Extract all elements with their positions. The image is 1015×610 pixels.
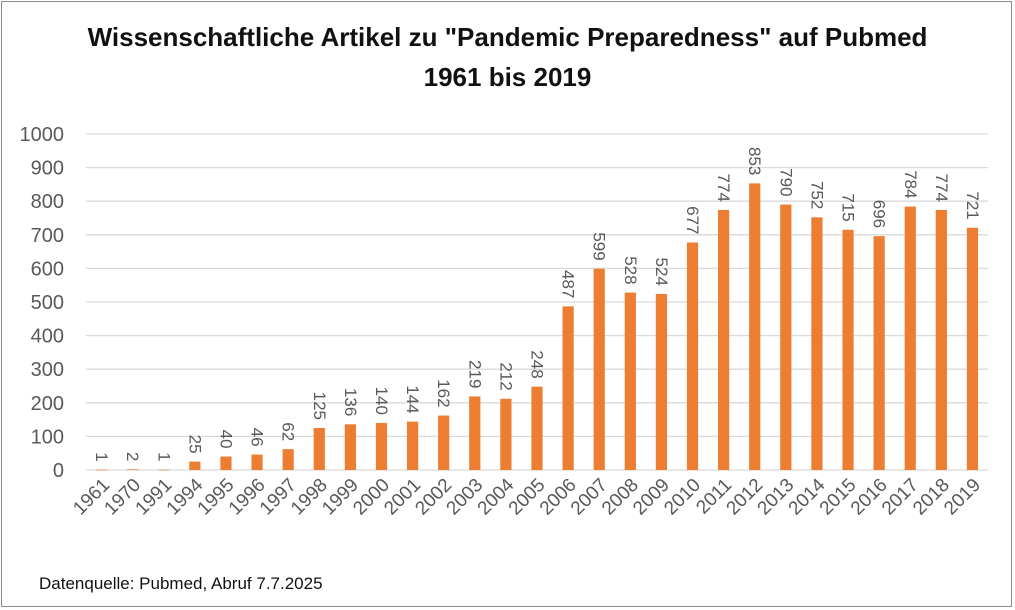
value-label-2016: 696: [870, 200, 889, 228]
value-label-2013: 790: [776, 168, 795, 196]
value-label-2011: 774: [714, 174, 733, 202]
chart-subtitle: 1961 bis 2019: [423, 62, 592, 92]
value-label-2003: 219: [465, 360, 484, 388]
bar-2010: [686, 242, 699, 470]
bar-2016: [873, 236, 885, 470]
bar-2000: [375, 422, 388, 470]
value-label-1996: 46: [248, 428, 267, 447]
data-source-note: Datenquelle: Pubmed, Abruf 7.7.2025: [39, 574, 323, 593]
value-label-1994: 25: [185, 435, 204, 454]
bar-2015: [842, 229, 854, 470]
value-label-1997: 62: [279, 422, 298, 441]
bar-2018: [935, 209, 947, 470]
bar-2012: [749, 183, 761, 470]
value-label-2004: 212: [496, 362, 515, 390]
bar-2009: [655, 293, 668, 470]
bar-1997: [282, 449, 294, 470]
chart-title: Wissenschaftliche Artikel zu "Pandemic P…: [87, 22, 928, 52]
bar-2017: [904, 206, 916, 471]
bar-1996: [251, 454, 263, 470]
value-label-2010: 677: [683, 206, 702, 234]
bar-1970: [127, 469, 139, 470]
bar-1994: [189, 461, 201, 470]
bar-1961: [95, 469, 108, 471]
bar-2005: [531, 386, 543, 470]
value-label-2012: 853: [745, 147, 764, 175]
x-tick-label-2019: 2019: [940, 475, 985, 520]
value-label-2017: 784: [901, 170, 920, 198]
y-tick-label: 200: [31, 393, 64, 415]
bar-2011: [718, 209, 730, 470]
y-tick-label: 800: [31, 191, 64, 213]
value-label-1961: 1: [92, 452, 111, 461]
bar-2002: [438, 415, 450, 470]
bar-2019: [966, 227, 979, 470]
bar-1995: [220, 456, 232, 470]
y-tick-label: 900: [31, 158, 64, 180]
y-tick-label: 600: [31, 258, 64, 280]
bar-1991: [158, 469, 170, 471]
value-label-2014: 752: [807, 181, 826, 209]
bar-2001: [406, 421, 419, 470]
bar-1999: [344, 424, 356, 470]
value-label-2018: 774: [932, 174, 951, 202]
bar-2014: [811, 217, 823, 470]
value-label-2005: 248: [528, 350, 547, 378]
bar-2006: [562, 306, 574, 470]
y-tick-label: 300: [31, 359, 64, 381]
value-label-2019: 721: [963, 191, 982, 219]
value-label-1995: 40: [216, 430, 235, 449]
value-label-2008: 528: [621, 256, 640, 284]
bar-2003: [469, 396, 481, 470]
value-label-1998: 125: [310, 392, 329, 420]
value-label-2006: 487: [559, 270, 578, 298]
value-label-1991: 1: [154, 452, 173, 461]
value-label-2000: 140: [372, 387, 391, 415]
y-tick-label: 400: [31, 326, 64, 348]
y-tick-label: 100: [31, 426, 64, 448]
value-label-1970: 2: [123, 452, 142, 461]
y-tick-label: 500: [31, 292, 64, 314]
bar-2013: [780, 204, 792, 470]
bar-2004: [500, 398, 512, 470]
value-label-1999: 136: [341, 388, 360, 416]
y-tick-label: 0: [53, 460, 64, 482]
value-label-2007: 599: [590, 232, 609, 260]
bar-1998: [313, 428, 325, 470]
value-label-2009: 524: [652, 258, 671, 286]
bar-2008: [624, 292, 636, 470]
value-label-2001: 144: [403, 385, 422, 413]
value-label-2015: 715: [839, 193, 858, 221]
y-tick-label: 700: [31, 225, 64, 247]
value-label-2002: 162: [434, 379, 453, 407]
bar-2007: [593, 268, 605, 470]
y-tick-label: 1000: [20, 124, 65, 146]
